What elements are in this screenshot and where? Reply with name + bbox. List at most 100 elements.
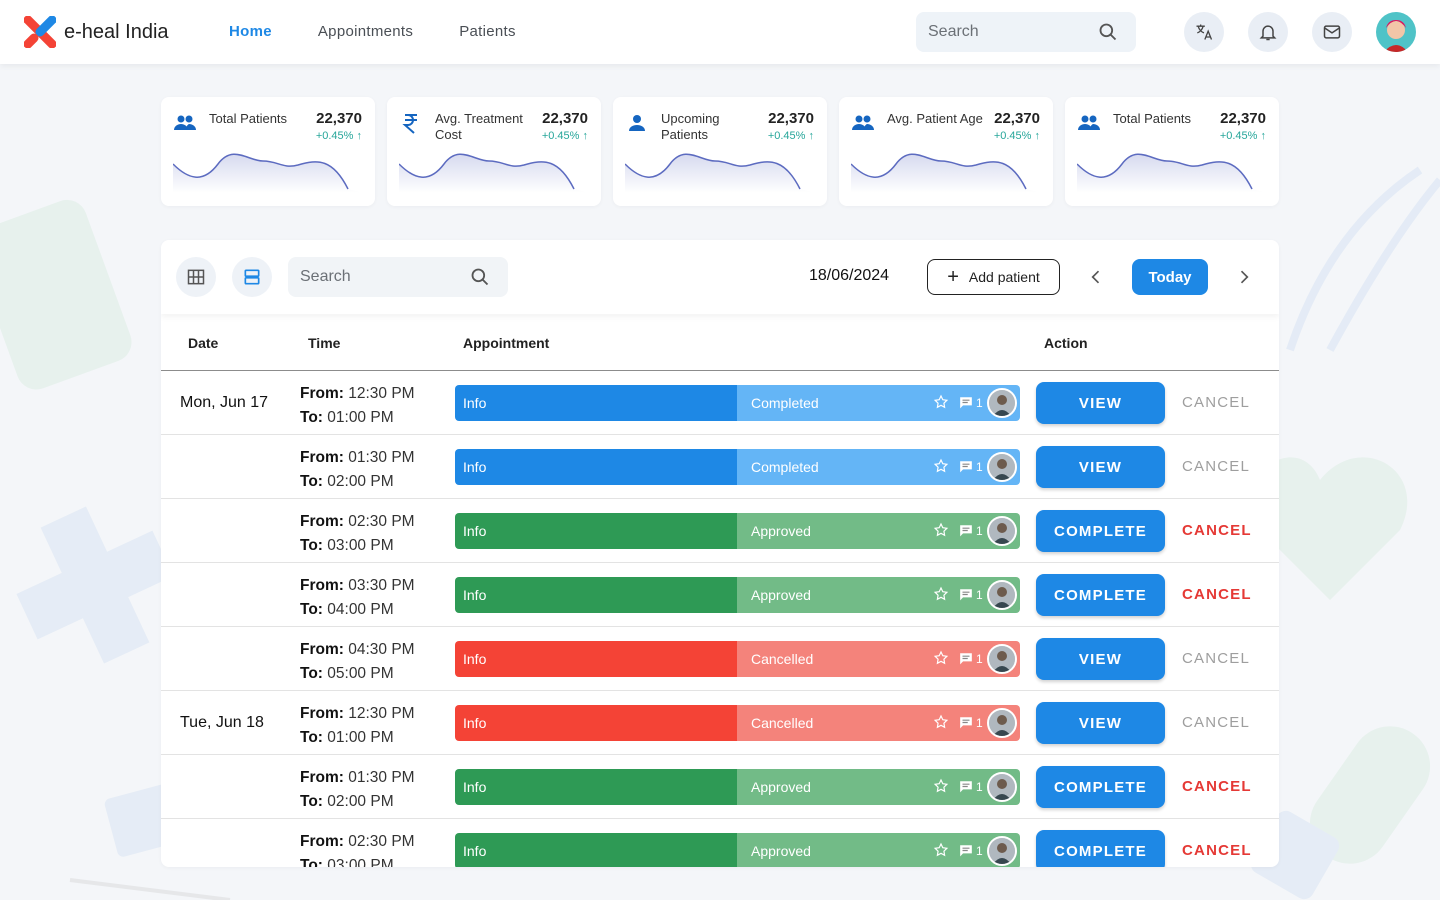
- nav-patients[interactable]: Patients: [459, 23, 516, 40]
- appointment-bar[interactable]: Info Approved 1: [455, 513, 1020, 549]
- doctor-avatar[interactable]: [987, 772, 1017, 802]
- row-date: Tue, Jun 18: [180, 714, 264, 731]
- appointments-search: [288, 257, 508, 297]
- grid-view-button[interactable]: [176, 257, 216, 297]
- sparkline-chart: [625, 153, 815, 193]
- search-icon[interactable]: [1098, 22, 1118, 42]
- star-icon[interactable]: [933, 842, 949, 858]
- complete-button[interactable]: COMPLETE: [1036, 510, 1165, 552]
- comment-icon[interactable]: [959, 652, 973, 665]
- appointment-info[interactable]: Info: [455, 385, 737, 421]
- to-label: To:: [300, 537, 323, 554]
- to-label: To:: [300, 793, 323, 810]
- star-icon[interactable]: [933, 650, 949, 666]
- doctor-avatar[interactable]: [987, 708, 1017, 738]
- row-time: From: 03:30 PM To: 04:00 PM: [300, 574, 415, 622]
- star-icon[interactable]: [933, 522, 949, 538]
- from-label: From:: [300, 833, 344, 850]
- doctor-avatar[interactable]: [987, 388, 1017, 418]
- notifications-button[interactable]: [1248, 12, 1288, 52]
- rupee-icon: [402, 114, 417, 134]
- doctor-avatar[interactable]: [987, 516, 1017, 546]
- comment-icon[interactable]: [959, 524, 973, 537]
- cancel-button[interactable]: CANCEL: [1182, 394, 1251, 411]
- mail-icon: [1323, 25, 1341, 39]
- comment-count: 1: [976, 524, 983, 538]
- search-icon[interactable]: [470, 267, 490, 287]
- star-icon[interactable]: [933, 458, 949, 474]
- nav-appointments[interactable]: Appointments: [317, 23, 414, 40]
- cancel-button[interactable]: CANCEL: [1182, 522, 1252, 539]
- comment-icon[interactable]: [959, 780, 973, 793]
- cancel-button[interactable]: CANCEL: [1182, 778, 1252, 795]
- nav-home[interactable]: Home: [229, 23, 272, 40]
- appointment-bar[interactable]: Info Cancelled 1: [455, 705, 1020, 741]
- table-row: From: 02:30 PM To: 03:00 PM Info Approve…: [161, 499, 1279, 563]
- header-search-input[interactable]: [928, 23, 1098, 41]
- star-icon[interactable]: [933, 394, 949, 410]
- stat-card-total-patients-2[interactable]: Total Patients 22,370 +0.45% ↑: [1065, 97, 1279, 206]
- row-time: From: 04:30 PM To: 05:00 PM: [300, 638, 415, 686]
- appointment-bar[interactable]: Info Approved 1: [455, 833, 1020, 867]
- appointment-info[interactable]: Info: [455, 833, 737, 867]
- list-view-button[interactable]: [232, 257, 272, 297]
- doctor-avatar[interactable]: [987, 644, 1017, 674]
- appointment-bar[interactable]: Info Cancelled 1: [455, 641, 1020, 677]
- appointment-info[interactable]: Info: [455, 449, 737, 485]
- doctor-avatar[interactable]: [987, 836, 1017, 866]
- from-time: 01:30 PM: [348, 449, 415, 466]
- stat-card-avg-patient-age[interactable]: Avg. Patient Age 22,370 +0.45% ↑: [839, 97, 1053, 206]
- add-patient-button[interactable]: + Add patient: [927, 259, 1060, 295]
- appointment-info[interactable]: Info: [455, 705, 737, 741]
- appointment-info[interactable]: Info: [455, 641, 737, 677]
- table-header: Date Time Appointment Action: [161, 314, 1279, 371]
- view-button[interactable]: VIEW: [1036, 446, 1165, 488]
- cancel-button[interactable]: CANCEL: [1182, 650, 1251, 667]
- comment-icon[interactable]: [959, 844, 973, 857]
- complete-button[interactable]: COMPLETE: [1036, 574, 1165, 616]
- stat-card-upcoming-patients[interactable]: Upcoming Patients 22,370 +0.45% ↑: [613, 97, 827, 206]
- comment-count: 1: [976, 780, 983, 794]
- doctor-avatar[interactable]: [987, 580, 1017, 610]
- view-button[interactable]: VIEW: [1036, 702, 1165, 744]
- star-icon[interactable]: [933, 586, 949, 602]
- appointment-bar[interactable]: Info Completed 1: [455, 449, 1020, 485]
- appointment-bar[interactable]: Info Completed 1: [455, 385, 1020, 421]
- next-day-icon[interactable]: [1234, 267, 1254, 287]
- previous-day-icon[interactable]: [1086, 267, 1106, 287]
- cancel-button[interactable]: CANCEL: [1182, 714, 1251, 731]
- comment-icon[interactable]: [959, 588, 973, 601]
- doctor-avatar[interactable]: [987, 452, 1017, 482]
- comment-icon[interactable]: [959, 396, 973, 409]
- messages-button[interactable]: [1312, 12, 1352, 52]
- appointments-search-input[interactable]: [300, 268, 470, 286]
- appointment-status: Approved 1: [737, 513, 1020, 549]
- comment-icon[interactable]: [959, 460, 973, 473]
- star-icon[interactable]: [933, 778, 949, 794]
- stat-card-avg-treatment-cost[interactable]: Avg. Treatment Cost 22,370 +0.45% ↑: [387, 97, 601, 206]
- stat-change: +0.45% ↑: [541, 130, 588, 142]
- cancel-button[interactable]: CANCEL: [1182, 586, 1252, 603]
- appointment-info[interactable]: Info: [455, 513, 737, 549]
- appointment-bar[interactable]: Info Approved 1: [455, 769, 1020, 805]
- translate-button[interactable]: [1184, 12, 1224, 52]
- complete-button[interactable]: COMPLETE: [1036, 766, 1165, 808]
- cancel-button[interactable]: CANCEL: [1182, 842, 1252, 859]
- complete-button[interactable]: COMPLETE: [1036, 830, 1165, 867]
- stat-change: +0.45% ↑: [1219, 130, 1266, 142]
- star-icon[interactable]: [933, 714, 949, 730]
- user-avatar[interactable]: [1376, 12, 1416, 52]
- appointment-bar[interactable]: Info Approved 1: [455, 577, 1020, 613]
- stat-value: 22,370: [316, 110, 362, 127]
- appointment-info[interactable]: Info: [455, 577, 737, 613]
- plus-icon: +: [947, 266, 959, 288]
- view-button[interactable]: VIEW: [1036, 382, 1165, 424]
- brand[interactable]: e-heal India: [24, 16, 169, 48]
- view-button[interactable]: VIEW: [1036, 638, 1165, 680]
- cancel-button[interactable]: CANCEL: [1182, 458, 1251, 475]
- comment-icon[interactable]: [959, 716, 973, 729]
- appointments-panel: 18/06/2024 + Add patient Today Date Time…: [161, 240, 1279, 867]
- appointment-info[interactable]: Info: [455, 769, 737, 805]
- stat-card-total-patients[interactable]: Total Patients 22,370 +0.45% ↑: [161, 97, 375, 206]
- today-button[interactable]: Today: [1132, 259, 1208, 295]
